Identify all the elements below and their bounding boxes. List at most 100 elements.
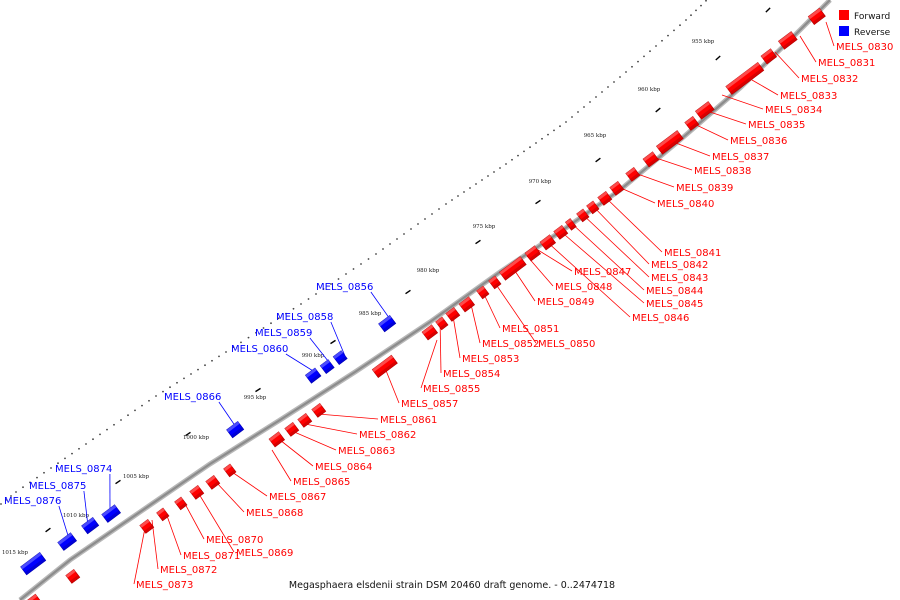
- scale-dot: [270, 322, 272, 325]
- feature-fwd-0839: [609, 180, 625, 196]
- scale-dot: [43, 471, 45, 474]
- scale-dot: [410, 228, 412, 230]
- gene-label-forward: MELS_0836: [730, 136, 787, 147]
- feature-fwd-0868: [205, 474, 221, 490]
- scale-tick: [595, 157, 601, 163]
- scale-dot: [619, 76, 621, 78]
- connector-forward: [579, 211, 650, 278]
- scale-dot: [141, 404, 143, 407]
- scale-label: 1000 kbp: [183, 435, 210, 441]
- scale-tick: [765, 7, 771, 13]
- scale-dot: [92, 438, 94, 441]
- scale-dot: [661, 39, 663, 42]
- gene-label-forward: MELS_0849: [537, 297, 594, 308]
- scale-dot: [345, 273, 347, 275]
- scale-dot: [643, 55, 645, 58]
- scale-dot: [451, 199, 453, 201]
- feature-fwd-0834: [694, 101, 715, 120]
- scale-tick: [405, 289, 411, 295]
- gene-label-forward: MELS_0863: [338, 446, 395, 457]
- scale-dot: [352, 268, 355, 270]
- scale-dot: [29, 481, 31, 484]
- scale-dot: [176, 381, 178, 384]
- gene-label-forward: MELS_0870: [206, 535, 263, 546]
- gene-label-forward: MELS_0831: [818, 58, 875, 69]
- scale-dot: [511, 158, 513, 161]
- feature-fwd-0863: [284, 421, 300, 437]
- scale-dot: [424, 218, 426, 220]
- feature-fwd-0869: [189, 484, 205, 500]
- connector-forward: [799, 35, 817, 63]
- feature-rev-0866: [226, 420, 245, 439]
- scale-dot: [330, 283, 332, 285]
- scale-dot: [481, 179, 483, 181]
- gene-label-reverse: MELS_0858: [276, 312, 333, 323]
- connector-forward: [721, 94, 764, 110]
- scale-dot: [625, 71, 627, 73]
- scale-dot: [247, 336, 250, 339]
- scale-dot: [255, 331, 257, 334]
- scale-dot: [649, 50, 651, 53]
- scale-dot: [262, 327, 265, 329]
- scale-label: 995 kbp: [244, 395, 267, 401]
- scale-dot: [375, 253, 377, 255]
- scale-dot: [64, 457, 66, 460]
- scale-dot: [337, 278, 340, 280]
- scale-dot: [559, 125, 561, 128]
- connector-forward: [825, 21, 835, 47]
- scale-dot: [300, 303, 302, 305]
- connector-reverse: [330, 321, 346, 357]
- gene-label-forward: MELS_0832: [801, 74, 858, 85]
- scale-dot: [517, 154, 519, 157]
- scale-tick: [45, 527, 51, 533]
- scale-dot: [285, 312, 287, 315]
- connector-forward: [537, 249, 573, 272]
- gene-label-forward: MELS_0835: [748, 120, 805, 131]
- scale-dot: [396, 238, 398, 240]
- connector-forward: [557, 228, 645, 304]
- scale-label: 1005 kbp: [123, 474, 150, 480]
- scale-dot: [360, 263, 362, 265]
- connector-forward: [317, 413, 379, 420]
- feature-fwd-0872: [139, 518, 155, 534]
- gene-label-forward: MELS_0854: [443, 369, 500, 380]
- feature-fwd-0857: [371, 354, 398, 379]
- scale-dot: [36, 476, 38, 479]
- gene-label-forward: MELS_0851: [502, 324, 559, 335]
- scale-label: 980 kbp: [417, 268, 440, 274]
- scale-dot: [389, 243, 391, 245]
- scale-tick: [715, 55, 721, 61]
- scale-tick: [655, 107, 661, 113]
- scale-dot: [307, 298, 310, 300]
- connector-forward: [420, 339, 438, 389]
- gene-label-forward: MELS_0868: [246, 508, 303, 519]
- scale-tick: [475, 239, 481, 245]
- gene-label-forward: MELS_0873: [136, 580, 193, 591]
- scale-dot: [523, 150, 525, 153]
- gene-label-reverse: MELS_0856: [316, 282, 373, 293]
- connector-forward: [602, 194, 663, 253]
- gene-label-forward: MELS_0865: [293, 477, 350, 488]
- scale-dot: [553, 129, 555, 132]
- feature-fwd-0836: [656, 130, 684, 155]
- feature-fwd-0853: [421, 324, 439, 341]
- scale-label: 975 kbp: [473, 224, 496, 230]
- scale-dot: [417, 223, 419, 225]
- feature-fwd-0835: [684, 115, 700, 131]
- scale-dot: [595, 96, 597, 98]
- feature-fwd-0851: [445, 306, 461, 322]
- scale-labels: 955 kbp 960 kbp 965 kbp 970 kbp 975 kbp 980 k…: [2, 39, 715, 556]
- connector-forward: [279, 439, 314, 467]
- scale-dot: [607, 86, 609, 88]
- scale-tick: [330, 339, 336, 345]
- feature-rev-0859: [319, 359, 335, 375]
- scale-dot: [106, 428, 108, 431]
- feature-fwd-0847: [499, 256, 527, 281]
- scale-tick: [255, 387, 261, 393]
- scale-label: 1015 kbp: [2, 550, 29, 556]
- scale-dot: [685, 19, 687, 21]
- scale-dot: [0, 503, 2, 505]
- gene-label-reverse: MELS_0874: [55, 464, 112, 475]
- scale-dots: [0, 0, 707, 505]
- gene-label-forward: MELS_0852: [482, 339, 539, 350]
